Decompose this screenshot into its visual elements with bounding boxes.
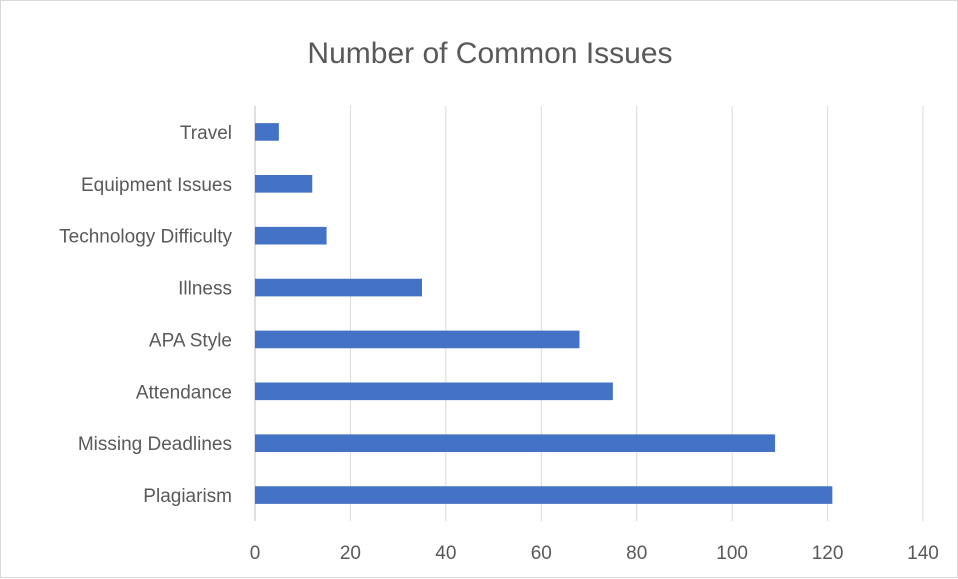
x-tick-label: 100 xyxy=(716,543,748,564)
bar xyxy=(255,174,313,193)
category-label: Equipment Issues xyxy=(81,175,232,196)
x-tick-label: 0 xyxy=(250,543,261,564)
bar xyxy=(255,123,279,141)
bars xyxy=(255,123,833,504)
bar xyxy=(255,226,327,245)
x-tick-label: 140 xyxy=(907,543,939,564)
category-label: Technology Difficulty xyxy=(59,227,232,248)
category-label: Plagiarism xyxy=(143,486,232,507)
category-label: Illness xyxy=(178,279,232,300)
gridlines xyxy=(254,106,924,521)
bar xyxy=(255,486,833,504)
category-label: Attendance xyxy=(136,382,232,403)
x-tick-labels: 0 20 40 60 80 100 120 140 xyxy=(250,543,939,564)
category-labels: Travel Equipment Issues Technology Difficu… xyxy=(59,123,232,507)
category-label: Travel xyxy=(180,123,232,144)
bar xyxy=(255,330,580,349)
x-tick-label: 120 xyxy=(812,543,844,564)
bar xyxy=(255,382,613,401)
x-tick-label: 80 xyxy=(626,543,647,564)
bar xyxy=(255,434,776,453)
category-label: APA Style xyxy=(149,330,232,351)
x-tick-label: 20 xyxy=(340,543,361,564)
x-tick-label: 40 xyxy=(435,543,456,564)
chart-title: Number of Common Issues xyxy=(307,37,672,70)
category-label: Missing Deadlines xyxy=(78,434,232,455)
bar xyxy=(255,278,422,297)
x-tick-label: 60 xyxy=(531,543,552,564)
